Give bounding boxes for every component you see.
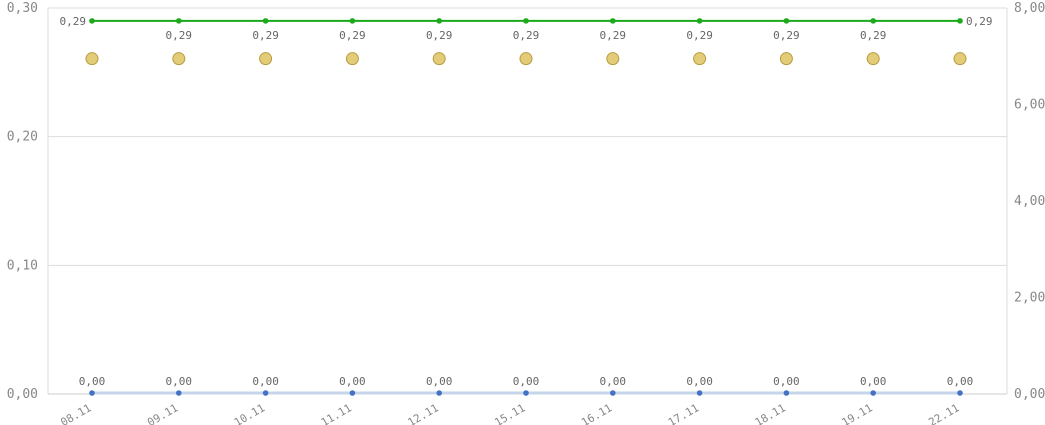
y-left-tick-label: 0,30 bbox=[7, 1, 38, 16]
scatter-point bbox=[432, 52, 446, 66]
data-label: 0,00 bbox=[426, 375, 453, 388]
series-point bbox=[870, 18, 876, 24]
scatter-point bbox=[345, 52, 359, 66]
series-point bbox=[696, 390, 703, 396]
y-left-tick-label: 0,00 bbox=[7, 387, 38, 402]
data-label: 0,00 bbox=[860, 375, 887, 388]
x-tick-label: 19.11 bbox=[840, 401, 875, 425]
scatter-point bbox=[259, 52, 273, 66]
data-label: 0,00 bbox=[339, 375, 366, 388]
scatter-point bbox=[172, 52, 186, 66]
x-tick-label: 09.11 bbox=[145, 401, 180, 425]
data-label: 0,00 bbox=[79, 375, 106, 388]
series-point bbox=[523, 390, 529, 396]
scatter-point bbox=[953, 52, 967, 66]
x-tick-label: 08.11 bbox=[58, 401, 93, 425]
series-point bbox=[957, 390, 963, 396]
y-right-tick-label: 2,00 bbox=[1014, 291, 1045, 306]
data-label: 0,00 bbox=[947, 375, 974, 388]
scatter-point bbox=[606, 52, 620, 66]
series-point bbox=[870, 390, 876, 396]
data-label: 0,29 bbox=[60, 15, 87, 28]
data-label: 0,00 bbox=[513, 375, 540, 388]
scatter-point bbox=[519, 52, 533, 66]
series-point bbox=[610, 390, 616, 396]
series-point bbox=[696, 18, 703, 24]
data-label: 0,29 bbox=[773, 29, 800, 42]
data-label: 0,29 bbox=[252, 29, 279, 42]
scatter-point bbox=[693, 52, 707, 66]
y-left-tick-label: 0,20 bbox=[7, 130, 38, 145]
data-label: 0,29 bbox=[966, 15, 993, 28]
data-label: 0,29 bbox=[166, 29, 193, 42]
series-point bbox=[783, 390, 790, 396]
series-point bbox=[610, 18, 616, 24]
scatter-point bbox=[85, 52, 99, 66]
series-point bbox=[176, 390, 182, 396]
data-label: 0,00 bbox=[252, 375, 279, 388]
x-tick-label: 10.11 bbox=[232, 401, 267, 425]
series-point bbox=[436, 390, 443, 396]
series-point bbox=[89, 18, 95, 24]
data-label: 0,29 bbox=[426, 29, 453, 42]
x-tick-label: 12.11 bbox=[406, 401, 441, 425]
series-point bbox=[176, 18, 182, 24]
data-label: 0,00 bbox=[166, 375, 193, 388]
y-right-tick-label: 8,00 bbox=[1014, 1, 1045, 16]
y-right-tick-label: 0,00 bbox=[1014, 387, 1045, 402]
series-point bbox=[436, 18, 443, 24]
x-tick-label: 16.11 bbox=[579, 401, 614, 425]
data-label: 0,00 bbox=[686, 375, 713, 388]
data-label: 0,29 bbox=[600, 29, 627, 42]
data-label: 0,29 bbox=[860, 29, 887, 42]
series-point bbox=[349, 18, 356, 24]
series-point bbox=[89, 390, 95, 396]
series-point bbox=[349, 390, 356, 396]
scatter-point bbox=[866, 52, 880, 66]
y-right-tick-label: 6,00 bbox=[1014, 98, 1045, 113]
series-point bbox=[262, 18, 269, 24]
x-tick-label: 22.11 bbox=[926, 401, 961, 425]
x-tick-label: 15.11 bbox=[492, 401, 527, 425]
y-right-tick-label: 4,00 bbox=[1014, 194, 1045, 209]
data-label: 0,29 bbox=[513, 29, 540, 42]
y-left-tick-label: 0,10 bbox=[7, 258, 38, 273]
data-label: 0,29 bbox=[686, 29, 713, 42]
x-tick-label: 11.11 bbox=[319, 401, 354, 425]
series-point bbox=[783, 18, 790, 24]
series-point bbox=[262, 390, 269, 396]
series-point bbox=[957, 18, 963, 24]
series-point bbox=[523, 18, 529, 24]
x-tick-label: 18.11 bbox=[753, 401, 788, 425]
x-tick-label: 17.11 bbox=[666, 401, 701, 425]
data-label: 0,29 bbox=[339, 29, 366, 42]
data-label: 0,00 bbox=[600, 375, 627, 388]
scatter-point bbox=[779, 52, 793, 66]
data-label: 0,00 bbox=[773, 375, 800, 388]
